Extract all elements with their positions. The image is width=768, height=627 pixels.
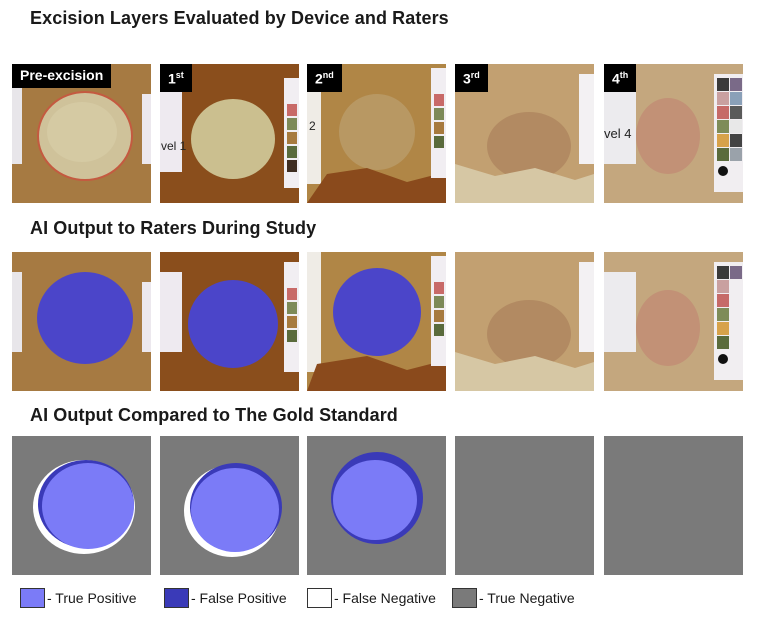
layer-label-pre-excision: Pre-excision [12,64,112,88]
legend-true-negative: - True Negative [452,587,575,609]
photo-layer-2: 2nd 2 [307,64,446,203]
swatch-true-negative [452,588,477,608]
layer-label-4th: 4th [604,64,637,92]
title-ai-vs-gold-standard: AI Output Compared to The Gold Standard [30,405,398,425]
layer-label-2nd: 2nd [307,64,342,92]
comparison-pre-excision [12,436,151,575]
photo-layer-4: 4th vel 4 [604,64,743,203]
legend-label-true-negative: - True Negative [479,590,575,606]
layer-label-1st: 1st [160,64,192,92]
ai-overlay-pre-excision [12,252,151,391]
legend-true-positive: - True Positive [20,587,136,609]
photo-text-2: 2 [309,119,316,133]
title-ai-output-raters: AI Output to Raters During Study [30,218,317,238]
comparison-layer-4 [604,436,743,575]
comparison-layer-2 [307,436,446,575]
ai-overlay-layer-2 [307,252,446,391]
legend-label-true-positive: - True Positive [47,590,137,606]
legend-false-positive: - False Positive [164,587,287,609]
layer-label-3rd: 3rd [455,64,488,92]
legend-label-false-negative: - False Negative [334,590,436,606]
comparison-layer-3 [455,436,594,575]
photo-layer-1: 1st vel 1 [160,64,299,203]
photo-text-level-4: vel 4 [604,126,631,141]
legend-false-negative: - False Negative [307,587,436,609]
ai-overlay-layer-1 [160,252,299,391]
swatch-true-positive [20,588,45,608]
photo-pre-excision: Pre-excision [12,64,151,203]
ai-overlay-layer-4 [604,252,743,391]
swatch-false-negative [307,588,332,608]
legend-label-false-positive: - False Positive [191,590,287,606]
swatch-false-positive [164,588,189,608]
ai-overlay-layer-3 [455,252,594,391]
photo-layer-3: 3rd [455,64,594,203]
comparison-layer-1 [160,436,299,575]
title-excision-layers: Excision Layers Evaluated by Device and … [30,8,449,28]
photo-text-level-1: vel 1 [161,139,187,153]
